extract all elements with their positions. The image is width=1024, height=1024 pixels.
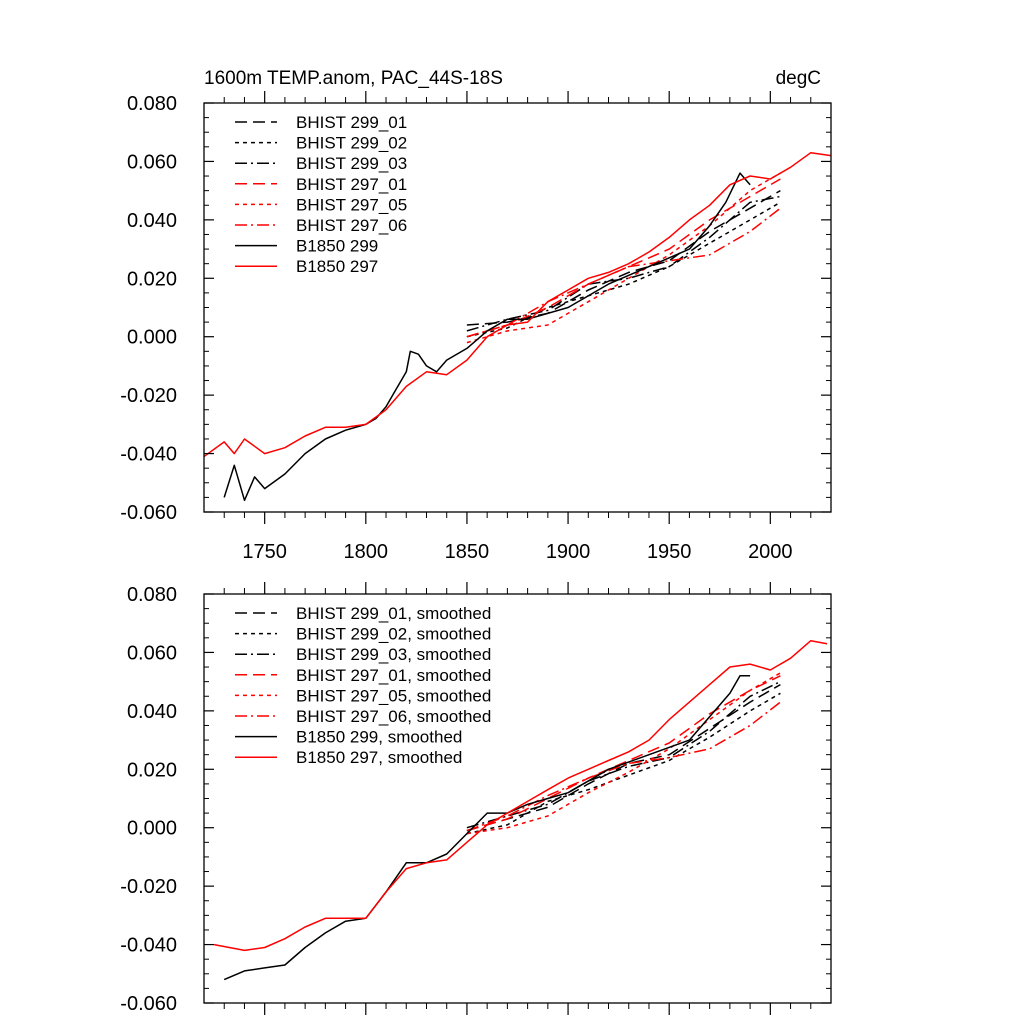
legend-label-1: BHIST 299_01, smoothed xyxy=(296,604,491,623)
y-tick-label: 0.040 xyxy=(127,701,177,723)
legend-label-5: BHIST 297_05 xyxy=(296,195,407,214)
y-tick-label: -0.060 xyxy=(120,502,177,524)
series-line-1 xyxy=(466,683,781,832)
y-tick-label: 0.080 xyxy=(127,584,177,606)
series-line-6 xyxy=(466,207,781,338)
legend-label-8: B1850 297, smoothed xyxy=(296,748,462,767)
legend-label-7: B1850 299, smoothed xyxy=(296,728,462,747)
y-tick-label: 0.060 xyxy=(127,642,177,664)
y-tick-label: 0.020 xyxy=(127,268,177,290)
chart-title: 1600m TEMP.anom, PAC_44S-18S xyxy=(204,68,503,89)
y-tick-label: -0.040 xyxy=(120,444,177,466)
y-tick-label: 0.060 xyxy=(127,151,177,173)
legend: BHIST 299_01, smoothed BHIST 299_02, smoo… xyxy=(235,604,491,767)
chart-panel-2: -0.060 -0.040 -0.020 0.000 0.020 0.040 0.060 0.… xyxy=(120,582,832,1015)
y-tick-label: -0.020 xyxy=(120,385,177,407)
legend-label-8: B1850 297 xyxy=(296,257,378,276)
legend-label-6: BHIST 297_06 xyxy=(296,216,407,235)
legend-label-3: BHIST 299_03 xyxy=(296,154,407,173)
y-tick-label: 0.020 xyxy=(127,759,177,781)
series-group xyxy=(204,151,831,502)
legend-label-4: BHIST 297_01, smoothed xyxy=(296,666,491,685)
y-tick-label: -0.040 xyxy=(120,935,177,957)
series-line-7 xyxy=(223,675,751,981)
series-line-5 xyxy=(466,672,781,835)
x-tick-label: 1900 xyxy=(546,541,591,563)
series-line-2 xyxy=(466,692,781,835)
y-tick-label: 0.080 xyxy=(127,93,177,115)
series-line-4 xyxy=(466,178,781,338)
x-tick-label: 1800 xyxy=(344,541,389,563)
legend-label-6: BHIST 297_06, smoothed xyxy=(296,707,491,726)
legend-label-1: BHIST 299_01 xyxy=(296,113,407,132)
series-group xyxy=(213,639,828,981)
y-tick-label: 0.000 xyxy=(127,327,177,349)
legend-label-2: BHIST 299_02, smoothed xyxy=(296,625,491,644)
series-line-5 xyxy=(466,172,781,344)
legend-label-2: BHIST 299_02 xyxy=(296,134,407,153)
chart-units: degC xyxy=(776,68,821,89)
x-tick-label: 1850 xyxy=(445,541,490,563)
series-line-2 xyxy=(466,201,781,338)
x-tick-label: 1750 xyxy=(242,541,287,563)
y-tick-label: -0.060 xyxy=(120,993,177,1015)
series-line-4 xyxy=(466,675,781,832)
y-tick-label: -0.020 xyxy=(120,876,177,898)
legend-label-3: BHIST 299_03, smoothed xyxy=(296,645,491,664)
series-line-7 xyxy=(223,172,751,502)
legend-label-4: BHIST 297_01 xyxy=(296,175,407,194)
y-tick-label: 0.040 xyxy=(127,210,177,232)
series-line-8 xyxy=(213,639,828,952)
x-tick-label: 2000 xyxy=(748,541,793,563)
y-tick-label: 0.000 xyxy=(127,818,177,840)
series-line-3 xyxy=(466,195,781,332)
series-line-6 xyxy=(466,701,781,832)
legend-label-5: BHIST 297_05, smoothed xyxy=(296,686,491,705)
series-line-1 xyxy=(466,189,781,326)
x-tick-label: 1950 xyxy=(647,541,692,563)
chart-panel-1: 1600m TEMP.anom, PAC_44S-18S degC -0.060 -0… xyxy=(120,68,832,563)
series-line-8 xyxy=(204,151,831,458)
legend-label-7: B1850 299 xyxy=(296,237,378,256)
